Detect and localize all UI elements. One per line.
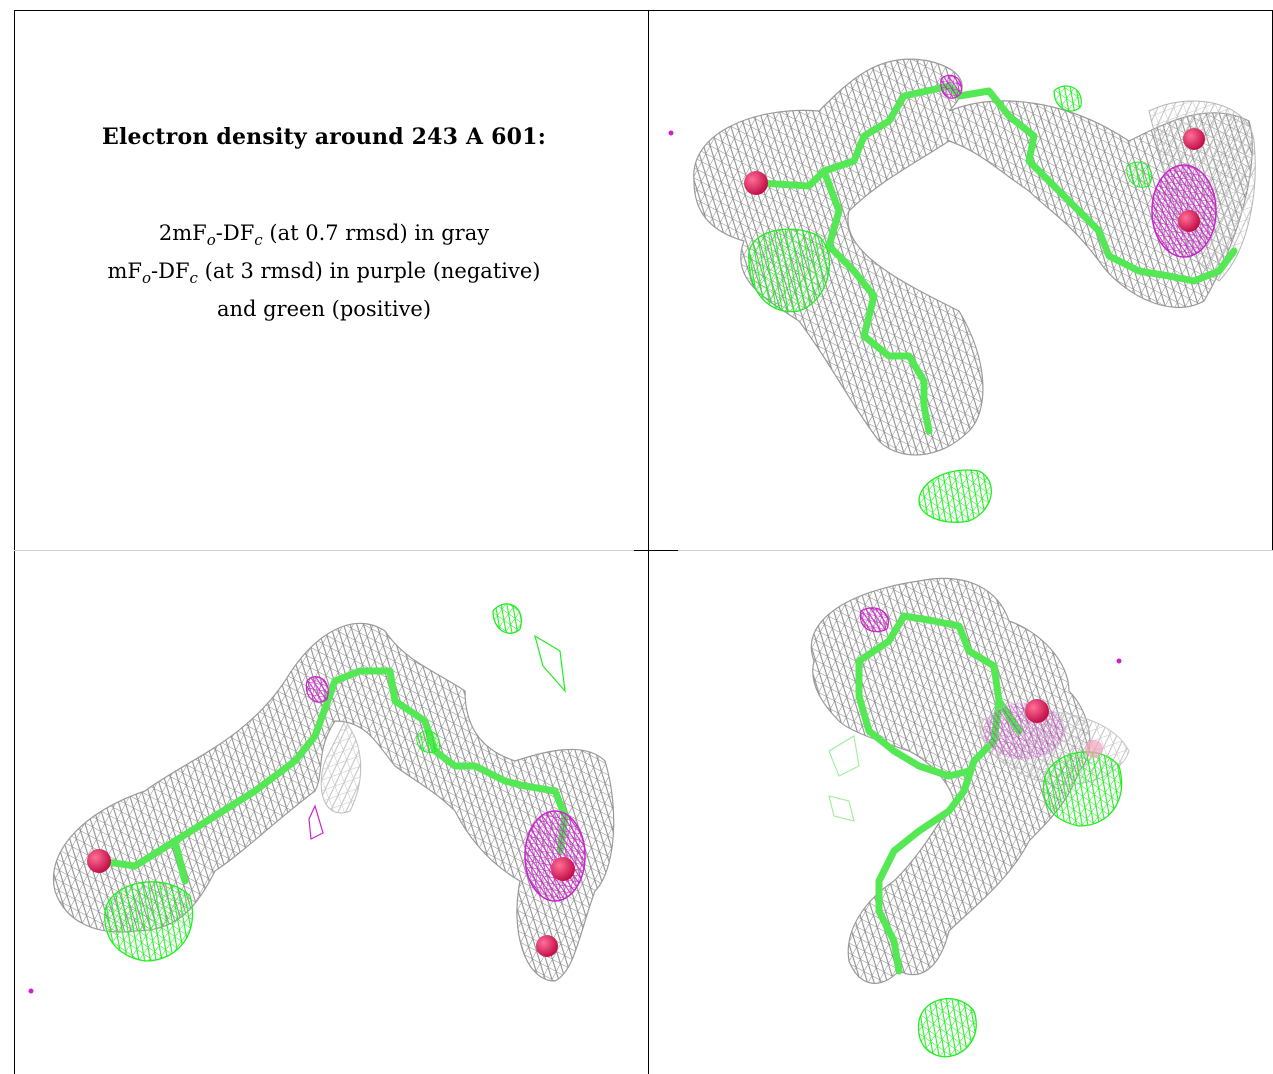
density-panel-top-right	[649, 11, 1272, 550]
grid-left-border	[14, 10, 15, 1074]
legend-caption: Electron density around 243 A 601: 2mFo-…	[14, 124, 634, 325]
density-panel-bottom-right	[649, 551, 1272, 1074]
legend-line-2fofc: 2mFo-DFc (at 0.7 rmsd) in gray	[158, 221, 490, 250]
grid-top-border	[14, 10, 1273, 11]
positive-difference-mesh	[748, 85, 1152, 523]
grid-divider-tick	[634, 550, 678, 551]
oxygen-atoms	[87, 849, 575, 957]
figure-title: Electron density around 243 A 601:	[101, 124, 547, 150]
oxygen-atoms	[1025, 699, 1103, 758]
ligand-stick-model	[855, 612, 1023, 975]
positive-difference-mesh	[104, 603, 566, 962]
legend-line-positive: and green (positive)	[216, 297, 432, 322]
density-panel-bottom-left	[15, 551, 648, 1074]
grid-vertical-divider	[648, 10, 649, 1074]
ligand-stick-model	[755, 82, 1238, 435]
oxygen-atoms	[744, 128, 1205, 232]
gray-2fofc-mesh	[52, 622, 615, 982]
legend-line-fofc-negative: mFo-DFc (at 3 rmsd) in purple (negative)	[107, 259, 541, 288]
negative-difference-mesh	[668, 74, 1217, 258]
ligand-stick-model	[96, 667, 569, 885]
positive-difference-mesh	[828, 735, 1123, 1058]
